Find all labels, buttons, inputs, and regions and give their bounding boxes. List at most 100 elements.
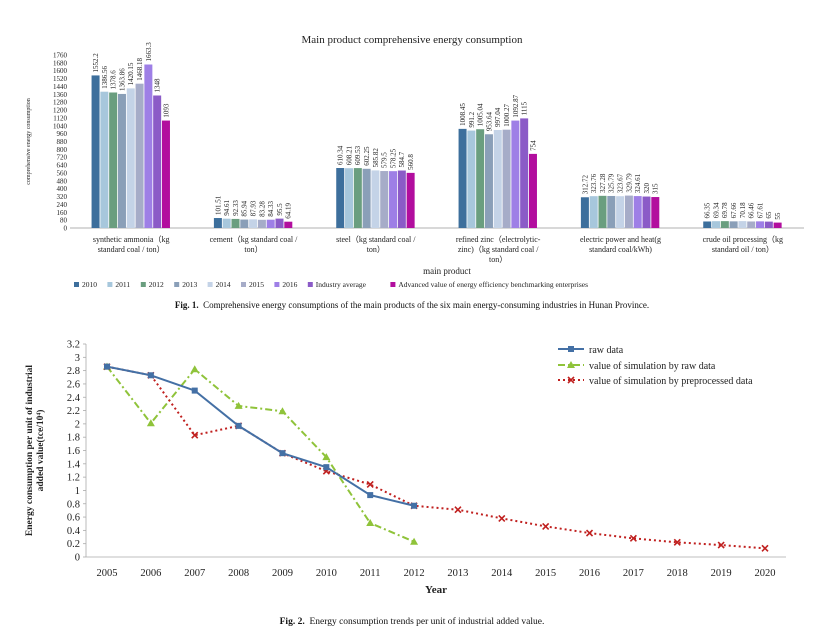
bar-value-label: 85.94: [241, 200, 249, 216]
data-point-marker: [411, 502, 418, 509]
bar: [528, 153, 537, 228]
bar-value-label: 608.21: [345, 145, 353, 165]
bar-value-label: 84.33: [267, 200, 275, 216]
bar: [589, 196, 598, 228]
bar: [371, 170, 380, 228]
bar: [729, 221, 738, 228]
y-tick-label: 1520: [53, 75, 68, 83]
legend-label: 2014: [216, 280, 231, 289]
figure-1-label: Fig. 1.: [174, 300, 199, 310]
legend-label: 2016: [282, 280, 297, 289]
y-tick-label: 880: [57, 138, 68, 146]
bar: [712, 221, 721, 228]
legend-swatch: [207, 282, 213, 287]
bar: [353, 168, 362, 228]
bar-value-label: 327.28: [599, 173, 607, 193]
data-point-marker: [323, 464, 330, 471]
bar-value-label: 320: [643, 183, 651, 194]
bar: [624, 195, 633, 228]
bar: [520, 118, 529, 228]
y-tick-label: 3: [75, 353, 80, 364]
bar-value-label: 55: [774, 212, 782, 220]
bar: [213, 218, 222, 228]
data-point-marker: [454, 506, 462, 514]
y-tick-label: 1360: [53, 91, 68, 99]
bar-value-label: 70.18: [739, 202, 747, 218]
figure-2-caption-text: Energy consumption trends per unit of in…: [309, 617, 545, 627]
x-tick-label: 2008: [228, 568, 249, 579]
bar: [406, 172, 415, 228]
legend-label: 2013: [182, 280, 197, 289]
legend-label: raw data: [589, 345, 624, 356]
bar-value-label: 1092.87: [512, 94, 520, 117]
y-tick-label: 3.2: [67, 340, 80, 351]
data-point-marker: [717, 541, 725, 549]
bar-value-label: 1005.04: [477, 103, 485, 126]
legend-swatch: [107, 282, 113, 287]
y-tick-label: 1600: [53, 67, 68, 75]
bar-value-label: 66.35: [704, 202, 712, 218]
figure-1-caption: Fig. 1. Comprehensive energy consumption…: [0, 300, 824, 310]
bar: [275, 218, 284, 228]
bar: [651, 197, 660, 228]
data-point-marker: [147, 372, 154, 379]
bar-value-label: 1468.18: [136, 57, 144, 80]
y-tick-label: 960: [57, 130, 68, 138]
y-tick-label: 2.2: [67, 406, 80, 417]
bar-value-label: 1552.2: [92, 53, 100, 73]
category-label: ton）: [367, 245, 385, 254]
data-point-marker: [567, 361, 575, 368]
bar: [389, 171, 398, 228]
category-label: synthetic ammonia（kg: [93, 235, 170, 244]
y-tick-label: 0.8: [67, 499, 80, 510]
bar-value-label: 1093: [162, 103, 170, 118]
data-point-marker: [190, 365, 199, 373]
bar-value-label: 585.82: [372, 148, 380, 168]
category-label: standard coal / ton）: [98, 245, 165, 254]
data-point-marker: [104, 363, 110, 370]
bar-value-label: 997.04: [494, 107, 502, 127]
x-tick-label: 2017: [623, 568, 644, 579]
bar-value-label: 329.79: [625, 173, 633, 193]
bar: [738, 221, 747, 228]
bar: [703, 221, 712, 228]
y-tick-label: 720: [57, 154, 68, 162]
data-point-marker: [322, 453, 331, 461]
x-tick-label: 2016: [579, 568, 600, 579]
bar-value-label: 315: [652, 183, 660, 194]
y-tick-label: 80: [60, 217, 68, 225]
data-point-marker: [410, 537, 419, 545]
series-line: [106, 365, 415, 507]
legend-label: Industry average: [316, 280, 367, 289]
x-tick-label: 2012: [404, 568, 425, 579]
bar-value-label: 83.28: [258, 201, 266, 217]
y-tick-label: 0.6: [67, 513, 80, 524]
series-line: [106, 366, 415, 543]
y-tick-label: 0.4: [67, 526, 81, 537]
bar: [362, 168, 371, 228]
y-tick-label: 1: [75, 486, 80, 497]
bar: [126, 88, 135, 229]
bar: [161, 120, 170, 228]
data-point-marker: [629, 534, 637, 542]
data-point-marker: [367, 492, 374, 499]
legend-swatch: [140, 282, 146, 287]
category-label: cement（kg standard coal /: [210, 235, 299, 244]
line-chart: 0 0.2 0.4 0.6 0.8 1 1.2 1.4 1.6 1.8 2 2.2 2.4 2.6 2.8 3…: [25, 340, 786, 596]
chart-2-y-axis-label: added value(tce/10⁴): [35, 410, 46, 492]
bar-value-label: 602.25: [363, 146, 371, 166]
category-label: crude oil processing（kg: [703, 235, 783, 244]
x-tick-label: 2015: [535, 568, 556, 579]
bar-value-label: 95.5: [276, 203, 284, 216]
bar: [580, 197, 589, 228]
data-point-marker: [146, 419, 155, 427]
bar-value-label: 1378.6: [110, 70, 118, 90]
data-point-marker: [585, 529, 594, 537]
bar-value-label: 1386.56: [101, 65, 109, 88]
bar: [642, 196, 651, 228]
bar: [397, 170, 406, 228]
bar-value-label: 579.5: [381, 152, 389, 168]
legend-swatch: [307, 282, 313, 287]
data-point-marker: [673, 538, 681, 546]
